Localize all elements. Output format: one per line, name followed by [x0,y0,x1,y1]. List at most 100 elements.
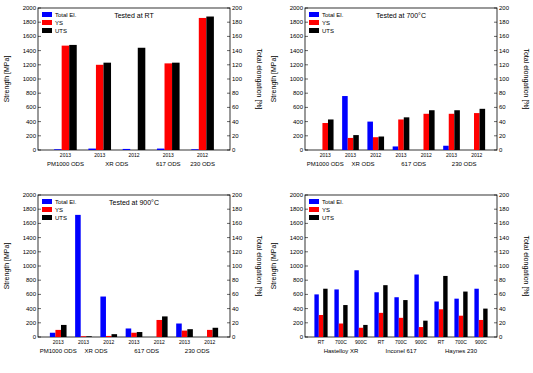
bar [374,292,378,337]
y-tick [38,150,41,151]
y2-tick-label: 60 [499,291,506,297]
y2-tick [494,195,497,196]
group-label: 617 ODS [156,161,181,167]
bar [394,297,398,337]
y-tick [38,322,41,323]
legend-label: UTS [55,215,67,221]
y2-tick-label: 100 [499,76,510,82]
y2-tick [494,121,497,122]
y2-tick [227,195,230,196]
bar [474,113,480,150]
plot-frame [38,195,230,337]
bar [96,65,104,150]
bar [100,297,106,337]
legend-swatch [309,12,319,17]
y-tick-label: 0 [33,147,37,153]
y-tick [38,93,41,94]
category-label: 2012 [154,339,165,345]
y-tick-label: 1600 [290,33,304,39]
bar [474,289,478,337]
y2-tick [227,8,230,9]
y-axis-title: Strength [MPa] [3,243,11,290]
y-tick-label: 400 [26,306,37,312]
bars [50,215,218,337]
y-tick [305,337,308,338]
y2-tick-label: 200 [499,5,510,11]
plot-frame [38,8,230,150]
bar [343,305,347,337]
y-tick [305,8,308,9]
y2-tick-label: 180 [232,206,243,212]
legend-swatch [42,207,52,212]
bar [165,63,173,150]
bar [61,325,67,337]
y2-tick [227,121,230,122]
y2-tick [227,237,230,238]
y2-tick-label: 160 [499,220,510,226]
y-tick-label: 1800 [23,206,37,212]
y-tick-label: 1400 [23,235,37,241]
y2-tick [494,223,497,224]
bar [207,330,213,337]
category-label: 700C [335,339,347,345]
group-label: 230 ODS [190,161,215,167]
group-label: XR ODS [105,161,128,167]
category-label: 2012 [421,152,432,158]
y-tick [38,50,41,51]
y2-tick-label: 140 [232,48,243,54]
panel: 0200400600800100012001400160018002000020… [270,5,530,167]
bar [342,96,348,150]
y-tick-label: 1200 [290,62,304,68]
bar [454,299,458,337]
y-tick [38,121,41,122]
y2-tick-label: 100 [232,263,243,269]
y2-tick-label: 180 [232,19,243,25]
y-tick [38,107,41,108]
y2-tick [494,209,497,210]
y2-tick-label: 80 [232,90,239,96]
bar [414,275,418,337]
group-label: PM1000 ODS [307,161,344,167]
bar [187,329,193,337]
bar [69,45,77,150]
bar [454,110,460,150]
category-label: 900C [355,339,367,345]
category-label: 2013 [163,152,174,158]
category-label: 2012 [370,152,381,158]
category-label: 2013 [345,152,356,158]
bar [363,325,367,337]
y2-tick [227,294,230,295]
y-tick-label: 400 [293,306,304,312]
y2-tick [494,251,497,252]
y-tick [305,308,308,309]
y-tick [38,266,41,267]
y2-tick-label: 160 [232,220,243,226]
y-tick-label: 800 [26,90,37,96]
bar [399,318,403,337]
y-tick [305,64,308,65]
category-label: 2013 [179,339,190,345]
y2-tick [494,308,497,309]
legend-swatch [309,199,319,204]
y2-tick-label: 100 [232,76,243,82]
y2-tick-label: 20 [499,320,506,326]
y-tick-label: 1600 [290,220,304,226]
group-label: XR ODS [85,348,108,354]
y2-tick-label: 140 [499,48,510,54]
y-tick-label: 1200 [23,249,37,255]
bar [206,17,214,150]
bars [322,96,485,150]
y2-tick [494,294,497,295]
title: Tested at RT [114,12,154,19]
y2-tick-label: 20 [232,133,239,139]
y2-tick [227,50,230,51]
y-tick [38,209,41,210]
y-tick [38,22,41,23]
group-label: Hastelloy XR [324,348,359,354]
y-tick-label: 1800 [23,19,37,25]
category-label: 2012 [128,152,139,158]
y2-tick-label: 120 [499,62,510,68]
y-tick-label: 800 [26,277,37,283]
bar [123,149,131,150]
legend-swatch [42,20,52,25]
